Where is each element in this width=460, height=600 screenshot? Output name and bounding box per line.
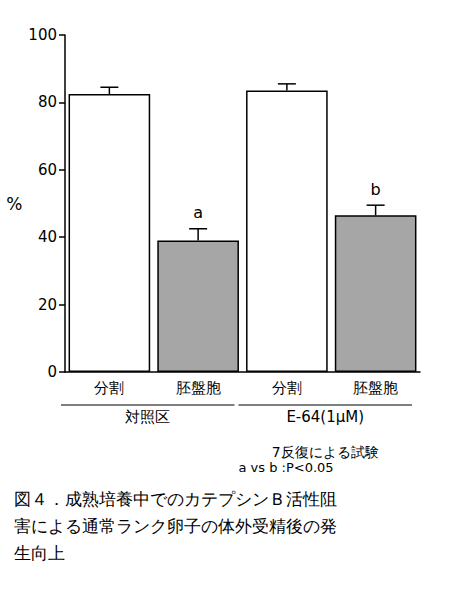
svg-text:60: 60 xyxy=(38,161,57,179)
svg-text:20: 20 xyxy=(38,296,57,314)
svg-text:胚盤胞: 胚盤胞 xyxy=(353,379,398,397)
svg-text:E-64(1μM): E-64(1μM) xyxy=(286,408,364,426)
svg-text:a vs b :P<0.05: a vs b :P<0.05 xyxy=(239,460,334,475)
svg-text:生向上: 生向上 xyxy=(14,543,65,563)
svg-text:胚盤胞: 胚盤胞 xyxy=(176,379,221,397)
svg-text:対照区: 対照区 xyxy=(125,408,170,426)
svg-text:分割: 分割 xyxy=(94,379,124,397)
svg-text:a: a xyxy=(193,203,203,222)
svg-text:40: 40 xyxy=(38,228,57,246)
svg-text:0: 0 xyxy=(47,363,57,381)
svg-text:%: % xyxy=(6,194,22,214)
svg-text:7反復による試験: 7反復による試験 xyxy=(272,444,379,460)
svg-text:分割: 分割 xyxy=(272,379,302,397)
svg-text:図４．成熟培養中でのカテプシンＢ活性阻: 図４．成熟培養中でのカテプシンＢ活性阻 xyxy=(14,489,337,509)
svg-text:b: b xyxy=(371,180,381,199)
svg-text:害による通常ランク卵子の体外受精後の発: 害による通常ランク卵子の体外受精後の発 xyxy=(14,516,337,536)
svg-text:80: 80 xyxy=(38,93,57,111)
svg-text:100: 100 xyxy=(28,26,57,44)
